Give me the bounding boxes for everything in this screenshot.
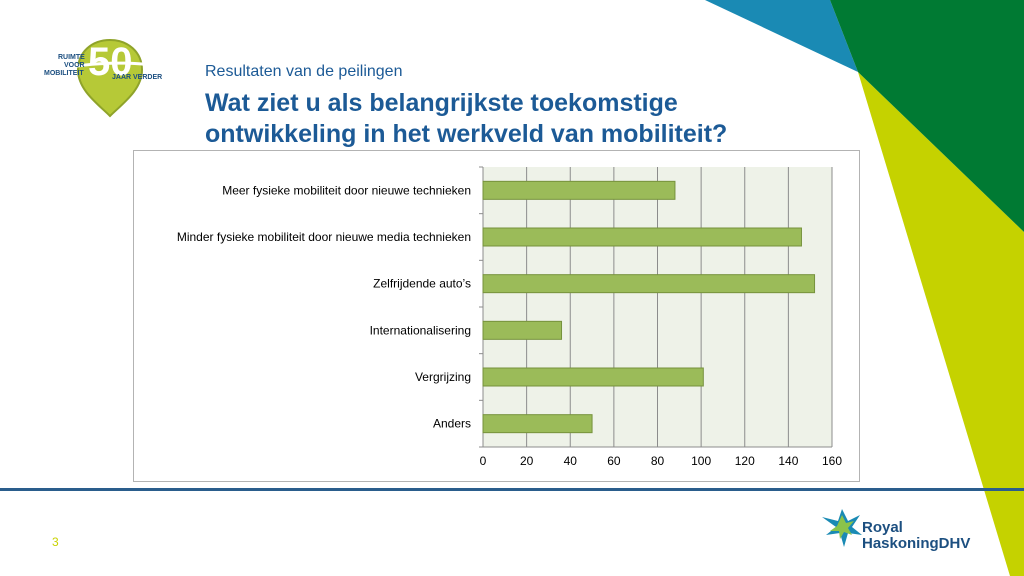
bar: [482, 320, 563, 340]
brand-line-1: Royal: [862, 519, 903, 536]
category-label: Minder fysieke mobiliteit door nieuwe me…: [177, 230, 471, 244]
x-tick-label: 40: [564, 454, 578, 468]
bar: [482, 180, 676, 200]
bar: [482, 414, 593, 434]
x-tick-label: 140: [778, 454, 798, 468]
chart-svg: 0 20 40 60 80 100 120 140 160 Meer fysieke mobili…: [177, 166, 842, 468]
bar: [482, 227, 802, 247]
logo-line-2: VOOR: [64, 62, 85, 69]
footer-divider: [0, 488, 1024, 491]
logo-line-3: MOBILITEIT: [44, 70, 84, 77]
category-label: Zelfrijdende auto’s: [373, 277, 471, 291]
x-tick-label: 120: [735, 454, 755, 468]
category-label: Meer fysieke mobiliteit door nieuwe tech…: [222, 183, 471, 197]
corner-lime-shape: [858, 72, 1024, 576]
x-tick-label: 60: [607, 454, 621, 468]
page-number: 3: [52, 535, 59, 549]
logo-tagline: JAAR VERDER: [112, 74, 163, 81]
category-label: Anders: [433, 417, 471, 431]
fifty-years-logo: RUIMTE VOOR MOBILITEIT 50 JAAR VERDER: [44, 38, 166, 118]
corner-green-shape: [830, 0, 1024, 232]
bar: [482, 274, 816, 294]
slide-title: Wat ziet u als belangrijkste toekomstige…: [205, 89, 728, 148]
category-label: Vergrijzing: [415, 370, 471, 384]
brand-line-2: HaskoningDHV: [862, 535, 971, 552]
x-tick-label: 160: [822, 454, 842, 468]
bar: [482, 367, 704, 387]
royal-haskoningdhv-logo: [822, 509, 862, 547]
brand-name: Royal HaskoningDHV: [862, 520, 970, 552]
x-tick-label: 100: [691, 454, 711, 468]
pin-icon: [47, 38, 157, 118]
logo-line-1: RUIMTE: [58, 54, 85, 61]
category-label: Internationalisering: [370, 323, 471, 337]
x-tick-label: 0: [480, 454, 487, 468]
corner-blue-shape: [705, 0, 858, 72]
x-tick-label: 80: [651, 454, 665, 468]
bar-chart: 0 20 40 60 80 100 120 140 160 Meer fysieke mobili…: [133, 150, 860, 482]
slide-subtitle: Resultaten van de peilingen: [205, 63, 403, 80]
logo-number: 50: [88, 40, 133, 84]
star-icon: [822, 509, 862, 547]
x-tick-label: 20: [520, 454, 534, 468]
